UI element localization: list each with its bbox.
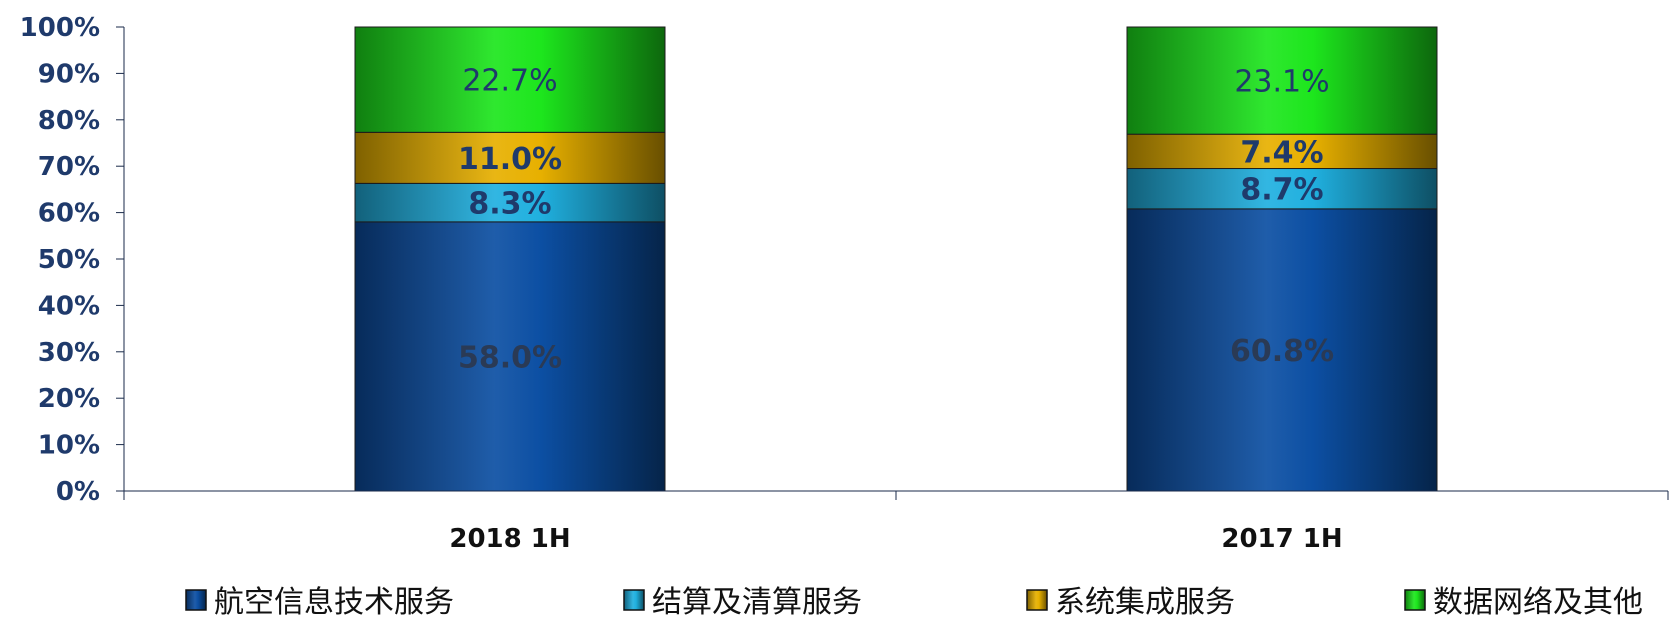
y-tick-label: 0% <box>56 477 100 507</box>
legend-label: 结算及清算服务 <box>652 585 862 620</box>
legend-swatch <box>624 590 644 610</box>
data-label: 22.7% <box>462 64 557 99</box>
y-tick-label: 70% <box>38 152 100 182</box>
y-tick-label: 50% <box>38 245 100 275</box>
y-axis: 0% 10% 20% 30% 40% 50% 60% 70% 80% 90% 100% <box>20 13 124 507</box>
legend-swatch <box>186 590 206 610</box>
y-tick-label: 20% <box>38 384 100 414</box>
legend-swatch <box>1405 590 1425 610</box>
data-label: 11.0% <box>458 142 562 177</box>
y-tick-label: 90% <box>38 59 100 89</box>
data-label: 58.0% <box>458 340 562 375</box>
x-category-label: 2017 1H <box>1221 524 1342 554</box>
legend-label: 系统集成服务 <box>1055 585 1235 620</box>
data-label: 8.7% <box>1240 173 1323 208</box>
y-tick-label: 80% <box>38 106 100 136</box>
y-tick-label: 40% <box>38 291 100 321</box>
y-tick-label: 10% <box>38 431 100 461</box>
y-tick-label: 60% <box>38 199 100 229</box>
legend-label: 航空信息技术服务 <box>214 585 454 620</box>
data-label: 7.4% <box>1240 135 1323 170</box>
y-tick-label: 100% <box>20 13 100 43</box>
data-label: 8.3% <box>468 187 551 222</box>
legend-label: 数据网络及其他 <box>1433 585 1643 620</box>
y-tick-label: 30% <box>38 338 100 368</box>
data-label: 23.1% <box>1234 65 1329 100</box>
legend: 航空信息技术服务 结算及清算服务 系统集成服务 数据网络及其他 <box>186 585 1643 620</box>
x-category-label: 2018 1H <box>449 524 570 554</box>
data-label: 60.8% <box>1230 334 1334 369</box>
legend-swatch <box>1027 590 1047 610</box>
x-axis: 2018 1H 2017 1H <box>124 491 1668 554</box>
plot-area: 58.0% 8.3% 11.0% 22.7% 60.8% 8.7%7.4% 23.1% <box>355 27 1437 491</box>
